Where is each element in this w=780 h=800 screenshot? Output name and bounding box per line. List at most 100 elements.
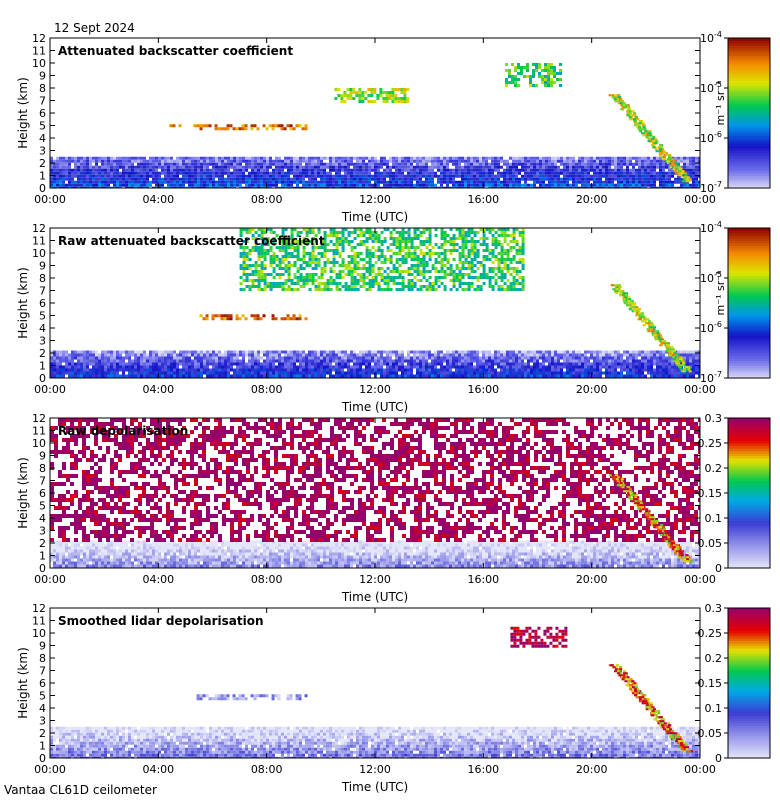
x-axis-label: Time (UTC) — [341, 780, 408, 794]
colorbar-tick-label: 10-7 — [700, 180, 722, 195]
y-tick-label: 10 — [32, 437, 46, 450]
feature-boundary-layer — [50, 540, 700, 568]
y-tick-label: 0 — [39, 182, 46, 195]
colorbar-tick-label: 10-4 — [700, 30, 722, 45]
colorbar-tick-label: 0.1 — [705, 512, 723, 525]
y-tick-label: 9 — [39, 70, 46, 83]
colorbar-tick-label: 10-4 — [700, 220, 722, 235]
y-tick-label: 3 — [39, 145, 46, 158]
y-tick-label: 12 — [32, 32, 46, 45]
x-tick-label: 20:00 — [576, 383, 608, 396]
x-tick-label: 12:00 — [359, 573, 391, 586]
x-tick-label: 04:00 — [142, 763, 174, 776]
x-tick-label: 08:00 — [251, 193, 283, 206]
y-tick-label: 6 — [39, 107, 46, 120]
x-tick-label: 16:00 — [467, 193, 499, 206]
y-tick-label: 0 — [39, 372, 46, 385]
colorbar-tick-label: 0 — [715, 752, 722, 765]
colorbar-tick-label: 0.2 — [705, 652, 723, 665]
y-tick-label: 2 — [39, 157, 46, 170]
x-tick-label: 08:00 — [251, 383, 283, 396]
x-axis-label: Time (UTC) — [341, 400, 408, 414]
panel-title: Smoothed lidar depolarisation — [58, 614, 264, 628]
colorbar-tick-label: 0.15 — [698, 487, 723, 500]
y-tick-label: 4 — [39, 132, 46, 145]
y-tick-label: 7 — [39, 475, 46, 488]
data-features — [50, 63, 700, 188]
feature-cirrus — [239, 228, 525, 291]
y-tick-label: 1 — [39, 170, 46, 183]
y-tick-label: 1 — [39, 550, 46, 563]
panel-title: Raw depolarisation — [58, 424, 188, 438]
y-tick-label: 4 — [39, 322, 46, 335]
y-tick-label: 0 — [39, 562, 46, 575]
y-tick-label: 2 — [39, 347, 46, 360]
y-tick-label: 12 — [32, 222, 46, 235]
panel-4: Smoothed lidar depolarisation01234567891… — [16, 602, 771, 794]
colorbar-tick-label: 0.05 — [698, 537, 723, 550]
y-tick-label: 9 — [39, 260, 46, 273]
x-tick-label: 16:00 — [467, 383, 499, 396]
x-axis-label: Time (UTC) — [341, 210, 408, 224]
y-tick-label: 5 — [39, 690, 46, 703]
y-tick-label: 9 — [39, 640, 46, 653]
feature-cloud-descending — [608, 94, 692, 183]
y-tick-label: 6 — [39, 487, 46, 500]
x-tick-label: 00:00 — [684, 573, 716, 586]
colorbar-tick-label: 10-7 — [700, 370, 722, 385]
colorbar-tick-label: 0.2 — [705, 462, 723, 475]
panel-title: Attenuated backscatter coefficient — [58, 44, 293, 58]
x-tick-label: 12:00 — [359, 763, 391, 776]
colorbar: 0 0.05 0.1 0.15 0.2 0.25 0.3 — [698, 412, 771, 575]
y-tick-label: 3 — [39, 715, 46, 728]
feature-cirrus — [505, 63, 562, 87]
colorbar-tick-label: 0.3 — [705, 602, 723, 615]
y-tick-label: 6 — [39, 677, 46, 690]
colorbar-tick-label: 0.25 — [698, 437, 723, 450]
x-axis-label: Time (UTC) — [341, 590, 408, 604]
feature-elevated-layer-5-km — [199, 314, 308, 321]
x-tick-label: 04:00 — [142, 193, 174, 206]
x-tick-label: 12:00 — [359, 383, 391, 396]
y-tick-label: 0 — [39, 752, 46, 765]
y-axis-label: Height (km) — [16, 457, 30, 528]
colorbar-frame — [727, 37, 771, 189]
y-tick-label: 2 — [39, 727, 46, 740]
data-features — [50, 418, 700, 568]
colorbar-tick-label: 0.3 — [705, 412, 723, 425]
feature-cloud-descending — [608, 664, 694, 753]
y-tick-label: 11 — [32, 425, 46, 438]
feature-boundary-layer — [50, 350, 700, 378]
feature-noise — [50, 418, 700, 542]
x-tick-label: 00:00 — [684, 763, 716, 776]
colorbar-unit: m⁻¹ sr⁻¹ — [714, 271, 727, 316]
x-tick-label: 08:00 — [251, 573, 283, 586]
x-tick-label: 00:00 — [34, 573, 66, 586]
feature-elevated-layer-5-km-early — [169, 124, 182, 128]
y-axis-label: Height (km) — [16, 267, 30, 338]
feature-cloud-descending — [610, 284, 692, 373]
x-tick-label: 04:00 — [142, 383, 174, 396]
colorbar-unit: m⁻¹ sr⁻¹ — [714, 81, 727, 126]
colorbar-tick-label: 10-5 — [700, 270, 722, 285]
y-tick-label: 10 — [32, 57, 46, 70]
y-tick-label: 12 — [32, 602, 46, 615]
feature-cirrus — [334, 88, 410, 103]
y-tick-label: 11 — [32, 615, 46, 628]
x-tick-label: 20:00 — [576, 763, 608, 776]
y-tick-label: 4 — [39, 702, 46, 715]
colorbar-tick-label: 10-5 — [700, 80, 722, 95]
panel-2: Raw attenuated backscatter coefficient01… — [16, 220, 771, 414]
y-axis-label: Height (km) — [16, 77, 30, 148]
y-tick-label: 11 — [32, 235, 46, 248]
x-tick-label: 08:00 — [251, 763, 283, 776]
y-tick-label: 5 — [39, 500, 46, 513]
x-tick-label: 00:00 — [684, 193, 716, 206]
colorbar-tick-label: 0.05 — [698, 727, 723, 740]
colorbar-tick-label: 0.25 — [698, 627, 723, 640]
colorbar-frame — [727, 227, 771, 379]
x-tick-label: 04:00 — [142, 573, 174, 586]
x-tick-label: 16:00 — [467, 763, 499, 776]
x-tick-label: 00:00 — [34, 383, 66, 396]
